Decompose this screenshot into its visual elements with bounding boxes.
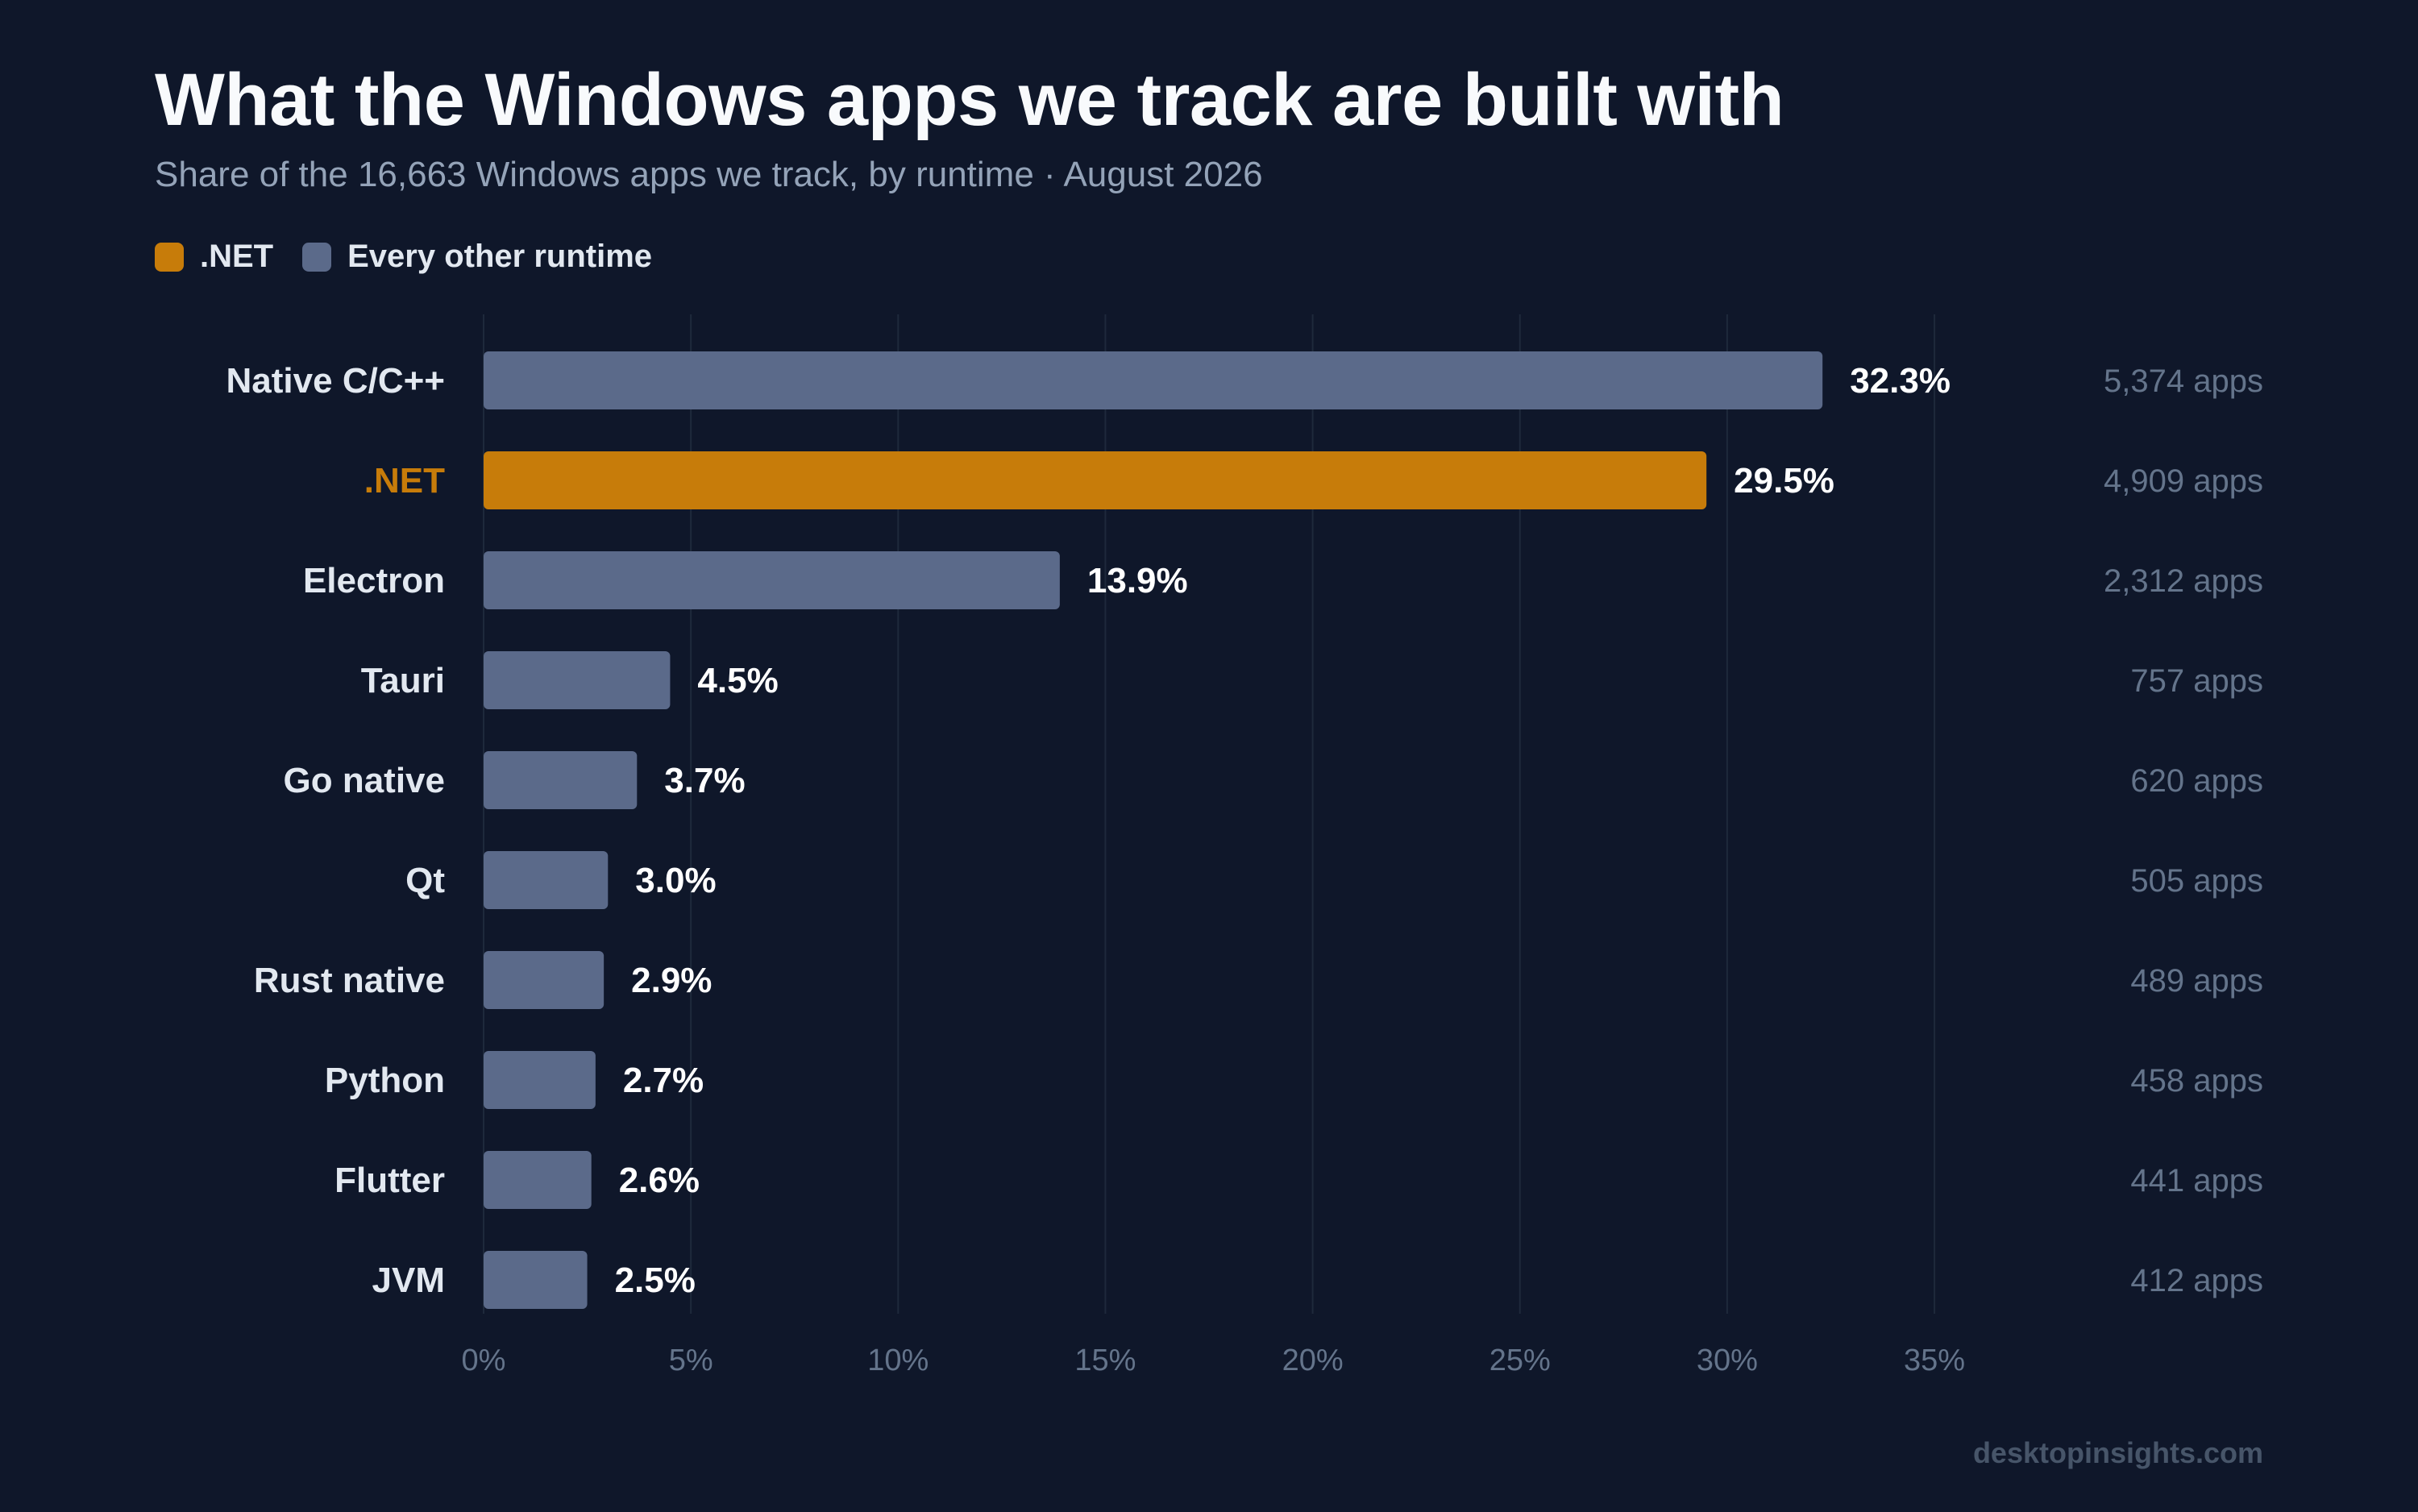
bar [484, 651, 671, 709]
x-tick-label: 35% [1904, 1344, 1965, 1377]
x-tick-label: 15% [1074, 1344, 1136, 1377]
bar [484, 451, 1707, 509]
category-label: Go native [284, 761, 446, 800]
category-label: Flutter [334, 1161, 445, 1200]
count-label: 505 apps [2130, 863, 2263, 899]
count-label: 441 apps [2130, 1163, 2263, 1198]
legend-item-other: Every other runtime [302, 239, 652, 275]
count-label: 489 apps [2130, 963, 2263, 999]
bar [484, 1251, 588, 1309]
count-label: 620 apps [2130, 763, 2263, 799]
x-tick-label: 5% [669, 1344, 713, 1377]
value-label: 32.3% [1850, 361, 1951, 401]
bar [484, 1151, 592, 1209]
value-label: 2.5% [615, 1261, 696, 1300]
legend-label-other: Every other runtime [347, 239, 653, 274]
count-label: 4,909 apps [2104, 463, 2263, 499]
legend-swatch-other [302, 242, 332, 272]
category-label: .NET [364, 461, 445, 501]
legend: .NET Every other runtime [155, 239, 652, 275]
count-label: 412 apps [2130, 1263, 2263, 1298]
bar [484, 851, 609, 909]
x-tick-label: 30% [1697, 1344, 1758, 1377]
value-label: 3.7% [664, 761, 745, 800]
category-label: Python [325, 1061, 445, 1100]
chart-subtitle: Share of the 16,663 Windows apps we trac… [155, 155, 1263, 194]
bar [484, 351, 1823, 409]
value-label: 4.5% [697, 661, 778, 700]
x-tick-label: 25% [1489, 1344, 1551, 1377]
watermark: desktopinsights.com [1972, 1436, 2263, 1469]
value-label: 2.7% [623, 1061, 704, 1100]
x-tick-label: 0% [462, 1344, 506, 1377]
value-label: 2.6% [619, 1161, 700, 1200]
category-label: Rust native [254, 961, 445, 1000]
category-label: Tauri [361, 661, 445, 700]
bar [484, 951, 604, 1009]
value-label: 13.9% [1087, 561, 1188, 600]
value-label: 29.5% [1734, 461, 1834, 501]
count-label: 2,312 apps [2104, 563, 2263, 599]
count-label: 5,374 apps [2104, 363, 2263, 399]
category-label: Native C/C++ [226, 361, 445, 401]
count-label: 458 apps [2130, 1063, 2263, 1099]
bar [484, 551, 1060, 609]
bar [484, 751, 638, 809]
x-tick-label: 20% [1282, 1344, 1344, 1377]
bar [484, 1051, 596, 1109]
chart-title: What the Windows apps we track are built… [155, 59, 1784, 141]
value-label: 2.9% [631, 961, 712, 1000]
category-label: Qt [405, 861, 445, 900]
legend-swatch-net [155, 242, 184, 272]
category-label: Electron [303, 561, 445, 600]
value-label: 3.0% [635, 861, 716, 900]
x-tick-label: 10% [867, 1344, 929, 1377]
category-label: JVM [372, 1261, 445, 1300]
legend-item-net: .NET [155, 239, 273, 275]
legend-label-net: .NET [200, 239, 274, 274]
count-label: 757 apps [2130, 663, 2263, 699]
